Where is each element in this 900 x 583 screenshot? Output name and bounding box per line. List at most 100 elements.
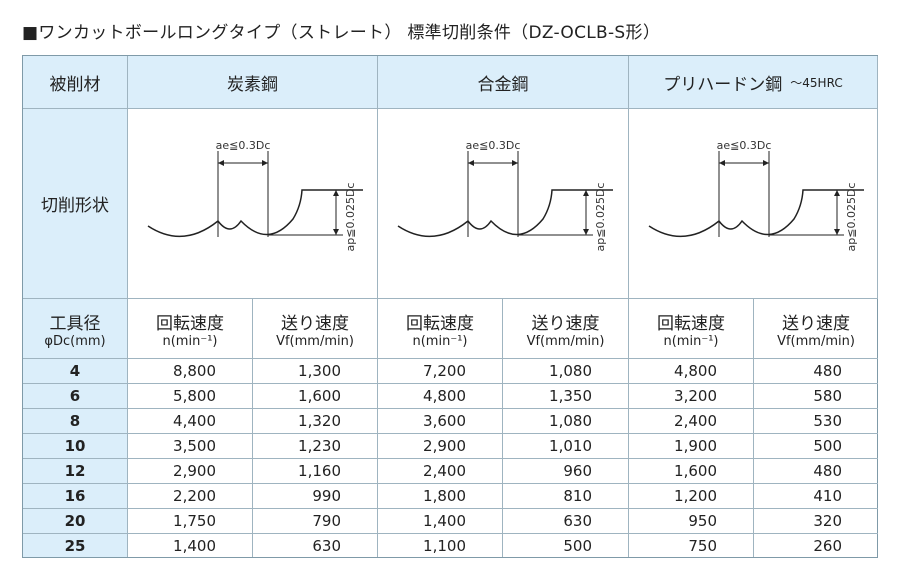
value-cell: 1,320	[253, 409, 378, 434]
value-cell: 1,400	[128, 534, 253, 557]
value-cell: 1,230	[253, 434, 378, 459]
value-cell: 750	[629, 534, 754, 557]
arrow-head	[719, 160, 769, 166]
diameter-cell: 6	[23, 384, 128, 409]
value: 1,400	[423, 512, 466, 530]
subheader-text: 回転速度	[657, 313, 725, 334]
value: 3,500	[173, 437, 216, 455]
value: 2,200	[173, 487, 216, 505]
value-cell: 480	[754, 359, 878, 384]
value-cell: 2,900	[378, 434, 503, 459]
subheader-text: 回転速度	[406, 313, 474, 334]
value-cell: 1,800	[378, 484, 503, 509]
material-name: 合金鋼	[477, 74, 529, 95]
subheader-unit: Vf(mm/min)	[526, 333, 605, 349]
ae-label: ae≦0.3Dc	[717, 139, 772, 152]
value: 1,600	[674, 462, 717, 480]
value: 950	[688, 512, 717, 530]
diameter-cell: 16	[23, 484, 128, 509]
shape-label: 切削形状	[41, 196, 109, 216]
value-cell: 1,350	[503, 384, 629, 409]
value: 500	[563, 536, 592, 555]
ae-label: ae≦0.3Dc	[216, 139, 271, 152]
value: 480	[813, 362, 842, 380]
value-cell: 630	[503, 509, 629, 534]
material-note: ～45HRC	[790, 75, 843, 90]
value-cell: 1,200	[629, 484, 754, 509]
diameter-cell: 12	[23, 459, 128, 484]
value: 1,800	[423, 487, 466, 505]
value-cell: 530	[754, 409, 878, 434]
value-cell: 960	[503, 459, 629, 484]
value: 410	[813, 487, 842, 505]
diameter: 20	[64, 512, 86, 530]
subheader-cell: 送り速度 Vf(mm/min)	[503, 299, 629, 359]
value: 1,080	[549, 362, 592, 380]
subheader-text: 回転速度	[156, 313, 224, 334]
diameter: 10	[64, 437, 86, 455]
value: 1,230	[298, 437, 341, 455]
value: 1,600	[298, 387, 341, 405]
value: 1,350	[549, 387, 592, 405]
value-cell: 1,100	[378, 534, 503, 557]
value-cell: 1,400	[378, 509, 503, 534]
subheader-unit: Vf(mm/min)	[777, 333, 855, 349]
value: 2,900	[423, 437, 466, 455]
value-cell: 5,800	[128, 384, 253, 409]
material-name: 炭素鋼	[227, 74, 278, 95]
subheader-text: 工具径	[49, 313, 101, 334]
diameter-cell: 10	[23, 434, 128, 459]
value-cell: 7,200	[378, 359, 503, 384]
value: 480	[813, 462, 842, 480]
value: 790	[312, 512, 341, 530]
value-cell: 3,200	[629, 384, 754, 409]
value-cell: 4,800	[629, 359, 754, 384]
value-cell: 4,800	[378, 384, 503, 409]
diameter: 8	[69, 412, 81, 430]
value: 7,200	[423, 362, 466, 380]
value-cell: 1,160	[253, 459, 378, 484]
cut-profile	[147, 189, 363, 237]
value: 1,160	[298, 462, 341, 480]
value: 4,800	[674, 362, 717, 380]
subheader-unit: φDc(mm)	[44, 333, 106, 349]
shape-cell: ae≦0.3Dc ap≦0.025Dc	[629, 109, 878, 299]
subheader-cell: 回転速度 n(min⁻¹)	[378, 299, 503, 359]
subheader-cell: 工具径 φDc(mm)	[23, 299, 128, 359]
value: 1,750	[173, 512, 216, 530]
value-cell: 1,600	[253, 384, 378, 409]
value-cell: 3,500	[128, 434, 253, 459]
value: 4,800	[423, 387, 466, 405]
value: 500	[813, 437, 842, 455]
diameter-cell: 4	[23, 359, 128, 384]
value: 1,300	[298, 362, 341, 380]
value: 750	[688, 536, 717, 555]
value: 630	[563, 512, 592, 530]
value-cell: 500	[503, 534, 629, 557]
subheader-cell: 回転速度 n(min⁻¹)	[128, 299, 253, 359]
cut-profile	[397, 189, 613, 237]
subheader-cell: 送り速度 Vf(mm/min)	[754, 299, 878, 359]
shape-diagram: ae≦0.3Dc ap≦0.025Dc	[648, 139, 864, 251]
diameter: 25	[64, 536, 86, 555]
header-cell: 被削材	[23, 56, 128, 109]
subheader-text: 送り速度	[782, 313, 850, 334]
material-name: プリハードン鋼	[663, 74, 783, 95]
value: 2,900	[173, 462, 216, 480]
value: 1,400	[173, 536, 216, 555]
subheader-unit: n(min⁻¹)	[412, 333, 468, 349]
value: 630	[312, 536, 341, 555]
diameter: 16	[64, 487, 86, 505]
value: 2,400	[674, 412, 717, 430]
value-cell: 8,800	[128, 359, 253, 384]
arrow-head	[218, 160, 268, 166]
material-header: 炭素鋼	[128, 56, 378, 109]
value: 260	[813, 536, 842, 555]
value: 3,600	[423, 412, 466, 430]
shape-diagram: ae≦0.3Dc ap≦0.025Dc	[397, 139, 613, 251]
material-header: 合金鋼	[378, 56, 629, 109]
value-cell: 1,300	[253, 359, 378, 384]
value-cell: 4,400	[128, 409, 253, 434]
header-label: 被削材	[49, 74, 101, 95]
